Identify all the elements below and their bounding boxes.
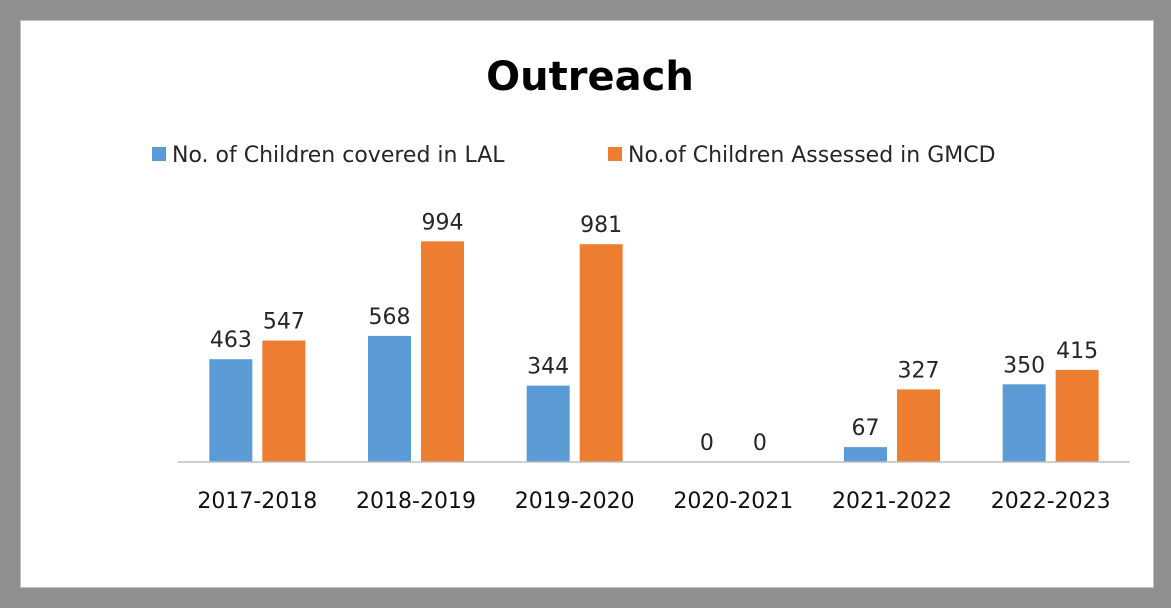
legend-label-1: No. of Children covered in LAL <box>172 143 505 168</box>
data-label-2021-2022-series-2: 327 <box>898 358 940 383</box>
legend-swatch-1 <box>152 147 166 161</box>
x-tick-2019-2020: 2019-2020 <box>515 489 635 514</box>
x-axis-tick-labels: 2017-2018 2018-2019 2019-2020 2020-2021 2021… <box>197 489 1110 514</box>
bar-2021-2022-series-1 <box>844 447 887 462</box>
x-tick-2017-2018: 2017-2018 <box>197 489 317 514</box>
bar-2018-2019-series-1 <box>368 335 411 462</box>
bar-2018-2019-series-2 <box>421 241 464 462</box>
data-label-2021-2022-series-1: 67 <box>852 416 880 441</box>
chart-title: Outreach <box>486 54 694 100</box>
chart-legend: No. of Children covered in LAL No.of Chil… <box>152 143 996 168</box>
legend-label-2: No.of Children Assessed in GMCD <box>628 143 996 168</box>
x-tick-2018-2019: 2018-2019 <box>356 489 476 514</box>
data-label-2018-2019-series-2: 994 <box>422 210 464 235</box>
data-label-2022-2023-series-1: 350 <box>1003 353 1045 378</box>
bars-group <box>209 241 1099 462</box>
data-label-2019-2020-series-1: 344 <box>527 355 569 380</box>
bar-2019-2020-series-1 <box>526 385 570 462</box>
bar-2017-2018-series-1 <box>209 359 253 462</box>
data-label-2018-2019-series-1: 568 <box>369 305 411 330</box>
x-tick-2020-2021: 2020-2021 <box>673 489 793 514</box>
data-label-2020-2021-series-2: 0 <box>753 431 767 456</box>
data-label-2019-2020-series-2: 981 <box>580 213 622 238</box>
data-label-2017-2018-series-1: 463 <box>210 328 252 353</box>
bar-2022-2023-series-1 <box>1002 384 1046 462</box>
data-label-2017-2018-series-2: 547 <box>263 310 305 335</box>
data-label-2022-2023-series-2: 415 <box>1056 339 1098 364</box>
bar-2022-2023-series-2 <box>1055 369 1099 462</box>
data-labels-group: 463 547 568 994 344 981 0 0 67 327 350 415 <box>210 210 1098 456</box>
data-label-2020-2021-series-1: 0 <box>700 431 714 456</box>
legend-swatch-2 <box>608 147 622 161</box>
bar-2017-2018-series-2 <box>262 340 306 462</box>
x-tick-2022-2023: 2022-2023 <box>991 489 1111 514</box>
bar-2021-2022-series-2 <box>897 389 940 462</box>
bar-2019-2020-series-2 <box>579 244 623 462</box>
x-tick-2021-2022: 2021-2022 <box>832 489 952 514</box>
